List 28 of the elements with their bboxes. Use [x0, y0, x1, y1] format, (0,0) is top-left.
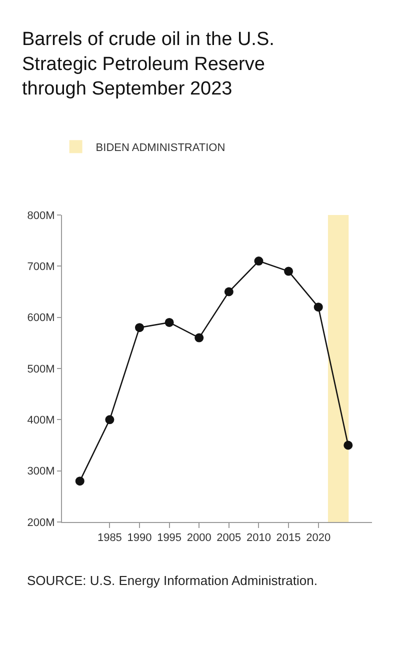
point [284, 266, 294, 276]
x-tick-label: 2020 [306, 532, 331, 544]
point [344, 440, 353, 450]
x-tick-label: 2000 [186, 532, 212, 544]
source-note: SOURCE: U.S. Energy Information Administration. [27, 573, 318, 588]
point [314, 302, 323, 312]
y-tick-label: 700M [27, 261, 55, 274]
point [164, 318, 174, 327]
legend-label: BIDEN ADMINISTRATION [96, 142, 226, 154]
chart-title: Barrels of crude oil in the U.S. Strategic Petroleum Reserve through September 2023 [22, 29, 274, 100]
y-tick-label: 600M [27, 312, 55, 324]
x-tick-label: 2005 [216, 532, 242, 544]
point [254, 256, 264, 266]
y-tick-label: 800M [27, 210, 55, 222]
x-tick-label: 2015 [276, 532, 301, 544]
x-tick-label: 1985 [97, 532, 122, 544]
y-tick-label: 400M [27, 414, 55, 427]
x-tick-label: 1995 [157, 532, 182, 544]
x-tick-label: 1990 [127, 532, 152, 544]
point [135, 323, 144, 332]
point [224, 287, 234, 296]
x-tick-label: 2010 [246, 532, 271, 544]
y-tick-label: 300M [27, 466, 55, 478]
point [75, 476, 84, 486]
y-tick-label: 500M [27, 363, 55, 376]
point [194, 333, 204, 342]
y-tick-label: 200M [27, 516, 55, 529]
point [105, 415, 114, 424]
